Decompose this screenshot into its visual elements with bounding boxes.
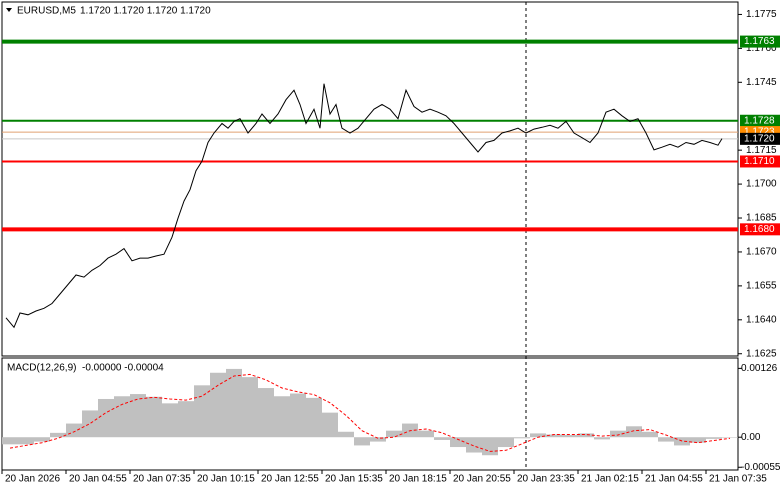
macd-bar [546, 434, 562, 438]
macd-bar [66, 423, 82, 438]
ohlc-label: 1.1720 1.1720 1.1720 1.1720 [80, 6, 211, 17]
macd-bar [258, 388, 274, 438]
macd-bar [482, 437, 498, 456]
x-tick-label: 20 Jan 20:55 [453, 474, 511, 485]
macd-bar [146, 396, 162, 438]
x-tick-label: 20 Jan 15:35 [325, 474, 383, 485]
macd-bar [242, 377, 258, 438]
level-label: 1.1720 [744, 133, 775, 144]
x-tick-label: 21 Jan 07:35 [709, 474, 767, 485]
macd-bar [706, 437, 722, 439]
macd-bar [642, 431, 658, 438]
macd-bar [210, 372, 226, 438]
macd-values: -0.00000 -0.00004 [82, 363, 164, 374]
level-label: 1.1728 [744, 115, 775, 126]
menu-arrow [6, 8, 12, 12]
y-tick-label: 1.1670 [746, 247, 777, 258]
macd-bar [34, 437, 50, 442]
price-panel [1, 1, 739, 357]
macd-bar [434, 437, 450, 440]
level-label-box [740, 223, 780, 236]
y-tick-label: 1.1745 [746, 77, 777, 88]
symbol-label: EURUSD,M5 [17, 6, 76, 17]
level-label: 1.1723 [744, 127, 775, 138]
price-line [5, 83, 723, 329]
macd-bar [690, 437, 706, 443]
y-tick-label: 1.1655 [746, 281, 777, 292]
macd-bar [370, 437, 386, 442]
macd-bar [466, 437, 482, 453]
y-tick-label: 1.1775 [746, 9, 777, 20]
macd-bar [450, 437, 466, 448]
y-tick-label: 0.00 [741, 432, 761, 443]
x-tick-label: 20 Jan 04:55 [69, 474, 127, 485]
x-tick-label: 20 Jan 18:15 [389, 474, 447, 485]
macd-bar [162, 403, 178, 438]
macd-title: MACD(12,26,9) [7, 363, 76, 374]
level-label-box [740, 132, 780, 145]
macd-bar [354, 437, 370, 446]
y-tick-label: 1.1685 [746, 213, 777, 224]
y-tick-label: 1.1625 [746, 348, 777, 359]
macd-bar [514, 437, 530, 439]
macd-bar [626, 426, 642, 438]
level-label: 1.1763 [744, 36, 775, 47]
x-tick-label: 20 Jan 12:55 [261, 474, 319, 485]
macd-bar [178, 401, 194, 438]
level-label: 1.1680 [744, 224, 775, 235]
level-label-box [740, 155, 780, 168]
macd-bar [658, 437, 674, 442]
macd-bar [386, 430, 402, 438]
macd-bar [530, 433, 546, 438]
macd-bar [98, 398, 114, 438]
macd-bar [226, 368, 242, 438]
macd-bar [498, 437, 514, 448]
signal-line [9, 373, 731, 452]
macd-bar [610, 430, 626, 438]
x-tick-label: 20 Jan 23:35 [517, 474, 575, 485]
macd-bar [722, 437, 738, 438]
y-tick-label: 0.00126 [741, 363, 778, 374]
macd-bar [18, 437, 34, 445]
y-tick-label: 1.1700 [746, 179, 777, 190]
macd-bar [322, 412, 338, 438]
x-tick-label: 21 Jan 04:55 [645, 474, 703, 485]
y-tick-label: -0.00055 [741, 462, 781, 473]
macd-bar [594, 437, 610, 440]
x-tick-label: 20 Jan 2026 [5, 474, 60, 485]
macd-bar [50, 432, 66, 438]
macd-panel [1, 357, 739, 471]
x-tick-label: 20 Jan 07:35 [133, 474, 191, 485]
macd-bar [130, 394, 146, 438]
level-label: 1.1710 [744, 156, 775, 167]
y-tick-label: 1.1715 [746, 145, 777, 156]
macd-bar [82, 410, 98, 438]
y-tick-label: 1.1640 [746, 314, 777, 325]
macd-bar [418, 430, 434, 438]
macd-bar [562, 435, 578, 438]
level-label-box [740, 114, 780, 127]
level-label-box [740, 35, 780, 48]
macd-bar [338, 431, 354, 438]
x-tick-label: 21 Jan 02:15 [581, 474, 639, 485]
macd-bar [578, 433, 594, 438]
macd-bar [306, 397, 322, 438]
x-tick-label: 20 Jan 10:15 [197, 474, 255, 485]
y-tick-label: 1.1760 [746, 43, 777, 54]
macd-bar [274, 396, 290, 438]
macd-bar [194, 385, 210, 438]
macd-bar [2, 437, 18, 445]
macd-bar [290, 393, 306, 438]
